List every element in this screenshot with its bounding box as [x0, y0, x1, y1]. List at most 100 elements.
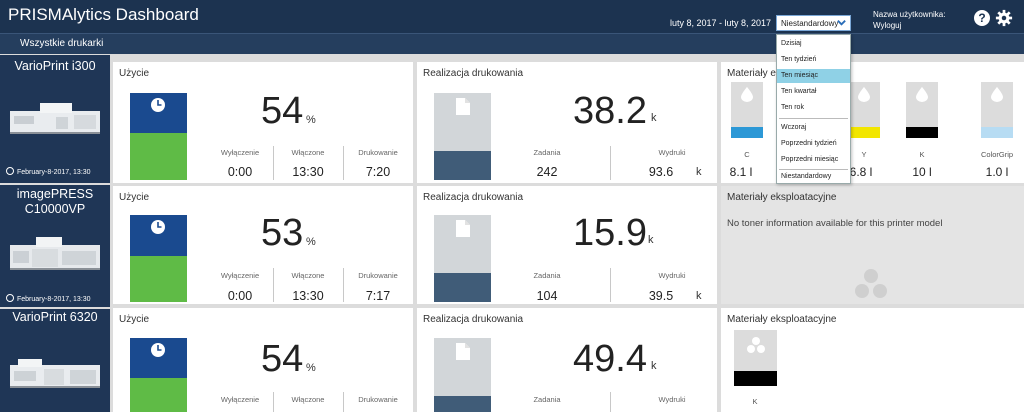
- toner-value: 10 l: [912, 165, 932, 179]
- dropdown-option[interactable]: Poprzedni tydzień: [781, 140, 837, 147]
- username-label: Nazwa użytkownika:: [873, 10, 946, 19]
- document-icon: [456, 98, 470, 115]
- divider: [343, 392, 344, 412]
- off-label: Wyłączenie: [220, 271, 260, 280]
- divider: [0, 307, 110, 309]
- dropdown-option[interactable]: Ten kwartał: [781, 88, 817, 95]
- printer-name[interactable]: VarioPrint 6320: [12, 310, 98, 324]
- divider: [610, 146, 611, 180]
- toner-level: [848, 127, 880, 138]
- toner-level: [734, 371, 777, 386]
- on-label: Włączone: [291, 395, 325, 404]
- printer-timestamp: February-8-2017, 13:30: [6, 167, 91, 176]
- off-label: Wyłączenie: [220, 148, 260, 157]
- card-title: Realizacja drukowania: [423, 192, 524, 203]
- print-output-fill: [434, 151, 491, 180]
- print-output-chart: [434, 215, 491, 302]
- clock-icon: [151, 98, 165, 112]
- toner-label: K: [919, 150, 925, 159]
- toner-slot-k: [906, 82, 938, 138]
- divider: [343, 146, 344, 180]
- print-output-card[interactable]: Realizacja drukowania 49.4 k Zadania Wyd…: [417, 308, 717, 412]
- consumables-card[interactable]: Materiały eksploatacyjne C 8.1 l Y 6.8 l…: [721, 62, 1024, 183]
- card-title: Użycie: [119, 192, 150, 203]
- dropdown-option[interactable]: Wczoraj: [781, 124, 807, 131]
- jobs-value: 104: [536, 289, 558, 303]
- toner-label: Y: [861, 150, 867, 159]
- chevron-down-icon: [837, 20, 846, 26]
- divider: [610, 268, 611, 302]
- dropdown-option[interactable]: Ten miesiąc: [777, 69, 850, 83]
- usage-percent: 54: [261, 338, 304, 380]
- usage-card[interactable]: Użycie 54 % Wyłączenie 0:00 Włączone 13:…: [113, 62, 413, 183]
- print-output-fill: [434, 396, 491, 412]
- toner-label: C: [744, 150, 750, 159]
- dropdown-option[interactable]: Dzisiaj: [781, 40, 802, 47]
- printer-image: [10, 359, 100, 388]
- divider: [610, 392, 611, 412]
- print-output-value: 38.2: [573, 90, 647, 132]
- usage-unit: %: [306, 362, 316, 374]
- prints-value: 93.6: [648, 165, 674, 179]
- toner-level: [906, 127, 938, 138]
- document-icon: [456, 343, 470, 360]
- print-output-unit: k: [651, 360, 657, 372]
- toner-slot-c: [731, 82, 763, 138]
- off-value: 0:00: [227, 165, 253, 179]
- usage-unit: %: [306, 114, 316, 126]
- toner-drop-icon: [858, 87, 870, 102]
- divider: [273, 268, 274, 302]
- card-title: Realizacja drukowania: [423, 314, 524, 325]
- usage-chart: [130, 93, 187, 180]
- usage-unit: %: [306, 236, 316, 248]
- toner-slot-k: [734, 330, 777, 386]
- printer-name[interactable]: VarioPrint i300: [14, 59, 96, 73]
- off-value: 0:00: [227, 289, 253, 303]
- printing-time-label: Drukowanie: [358, 148, 398, 157]
- dropdown-option[interactable]: Poprzedni miesiąc: [781, 156, 839, 163]
- date-range-select[interactable]: Niestandardowy: [776, 15, 851, 31]
- on-value: 13:30: [292, 289, 324, 303]
- consumables-card[interactable]: Materiały eksploatacyjne No toner inform…: [721, 186, 1024, 304]
- printing-time-value: 7:17: [365, 289, 391, 303]
- dropdown-option[interactable]: Ten rok: [781, 104, 804, 111]
- on-label: Włączone: [291, 271, 325, 280]
- consumables-card[interactable]: Materiały eksploatacyjne K: [721, 308, 1024, 412]
- off-label: Wyłączenie: [220, 395, 260, 404]
- gear-icon[interactable]: [995, 9, 1013, 27]
- print-output-chart: [434, 338, 491, 412]
- date-range-dropdown[interactable]: Dzisiaj Ten tydzień Ten miesiąc Ten kwar…: [776, 34, 851, 184]
- print-output-chart: [434, 93, 491, 180]
- usage-percent: 54: [261, 90, 304, 132]
- toner-slot-y: [848, 82, 880, 138]
- print-output-card[interactable]: Realizacja drukowania 38.2 k Zadania 242…: [417, 62, 717, 183]
- print-output-fill: [434, 273, 491, 302]
- dropdown-option[interactable]: Ten tydzień: [781, 56, 817, 63]
- clock-icon: [151, 220, 165, 234]
- help-icon[interactable]: ?: [974, 10, 990, 26]
- app-title: PRISMAlytics Dashboard: [8, 5, 199, 24]
- top-bar: PRISMAlytics Dashboard luty 8, 2017 - lu…: [0, 0, 1024, 33]
- logout-link[interactable]: Wyloguj: [873, 21, 902, 30]
- divider: [273, 146, 274, 180]
- dropdown-option[interactable]: Niestandardowy: [781, 173, 832, 180]
- printer-list: VarioPrint i300 February-8-2017, 13:30 i…: [0, 55, 110, 412]
- usage-percent: 53: [261, 212, 304, 254]
- all-printers-tab[interactable]: Wszystkie drukarki: [20, 38, 104, 49]
- print-output-card[interactable]: Realizacja drukowania 15.9 k Zadania 104…: [417, 186, 717, 304]
- printing-time-label: Drukowanie: [358, 271, 398, 280]
- divider: [273, 392, 274, 412]
- toner-placeholder-icon: [747, 337, 765, 353]
- divider: [343, 268, 344, 302]
- prints-label: Wydruki: [658, 148, 686, 157]
- printer-name[interactable]: imagePRESS C10000VP: [16, 187, 94, 216]
- usage-card[interactable]: Użycie 53 % Wyłączenie 0:00 Włączone 13:…: [113, 186, 413, 304]
- printer-image: [10, 103, 100, 134]
- print-output-value: 15.9: [573, 212, 647, 254]
- usage-card[interactable]: Użycie 54 % Wyłączenie Włączone Drukowan…: [113, 308, 413, 412]
- on-value: 13:30: [292, 165, 324, 179]
- usage-chart: [130, 215, 187, 302]
- clock-icon: [151, 343, 165, 357]
- toner-label: K: [752, 397, 758, 406]
- card-title: Użycie: [119, 314, 150, 325]
